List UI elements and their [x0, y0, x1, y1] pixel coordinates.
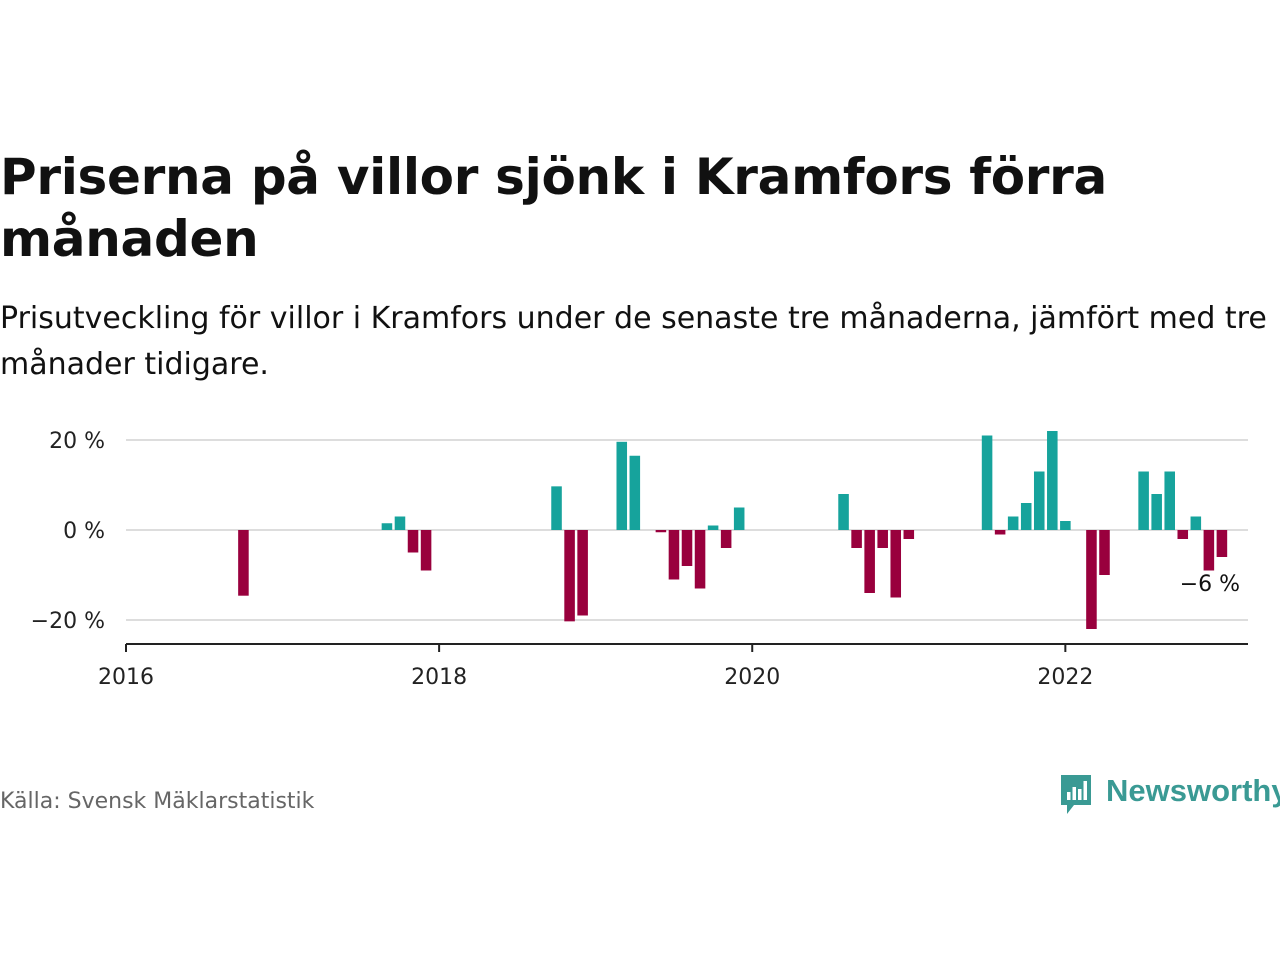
bar — [733, 507, 745, 530]
chart-title: Priserna på villor sjönk i Kramfors förr… — [0, 148, 1107, 268]
bar — [877, 530, 888, 548]
bar — [1007, 516, 1019, 530]
bar — [851, 530, 862, 548]
newsworthy-logo-icon — [1061, 775, 1091, 814]
bar — [1216, 530, 1228, 557]
bar — [420, 530, 432, 571]
bar — [238, 530, 249, 596]
bar — [838, 494, 849, 530]
bar — [1190, 516, 1202, 530]
x-tick-label: 2016 — [98, 665, 154, 690]
bar — [903, 530, 915, 539]
x-tick-label: 2022 — [1037, 665, 1093, 690]
bar — [681, 530, 693, 566]
bar — [1138, 471, 1149, 530]
bar — [381, 523, 393, 530]
bar — [981, 435, 993, 530]
bar — [1151, 494, 1162, 530]
x-axis — [125, 643, 1248, 652]
bar — [864, 530, 875, 593]
bar — [1060, 521, 1071, 530]
bar — [1086, 530, 1097, 629]
bar — [394, 516, 406, 530]
y-tick-label: −20 % — [31, 609, 105, 634]
y-tick-label: 0 % — [63, 519, 105, 544]
bar — [1099, 530, 1110, 575]
chart-subtitle: Prisutveckling för villor i Kramfors und… — [0, 301, 1267, 382]
bar — [551, 486, 562, 530]
bar — [720, 530, 732, 548]
bar — [577, 530, 588, 616]
y-tick-label: 20 % — [49, 429, 105, 454]
bar — [1203, 530, 1215, 571]
bar — [1164, 471, 1175, 530]
bar — [694, 530, 706, 589]
bar — [668, 530, 680, 580]
bar — [1033, 471, 1045, 530]
bars — [238, 431, 1228, 629]
annotation-label: −6 % — [1180, 572, 1240, 597]
bar — [1020, 503, 1032, 530]
bar — [994, 530, 1006, 535]
bar — [655, 530, 667, 533]
source-note: Källa: Svensk Mäklarstatistik — [0, 789, 315, 814]
bar — [890, 530, 902, 598]
bar — [629, 455, 641, 530]
bar — [564, 530, 575, 622]
x-tick-label: 2020 — [724, 665, 780, 690]
axis-labels: 20 % 0 % −20 % 2016 2018 2020 2022 −6 % — [31, 429, 1240, 690]
brand-name: Newsworthy — [1106, 773, 1280, 808]
bar — [1047, 431, 1058, 530]
bar — [1177, 530, 1189, 539]
bar — [707, 525, 719, 530]
bar-chart: 20 % 0 % −20 % 2016 2018 2020 2022 −6 % — [31, 429, 1248, 690]
bar — [407, 530, 419, 553]
bar — [616, 441, 628, 530]
x-tick-label: 2018 — [411, 665, 467, 690]
brand-logo-block[interactable]: Newsworthy — [1058, 772, 1280, 820]
